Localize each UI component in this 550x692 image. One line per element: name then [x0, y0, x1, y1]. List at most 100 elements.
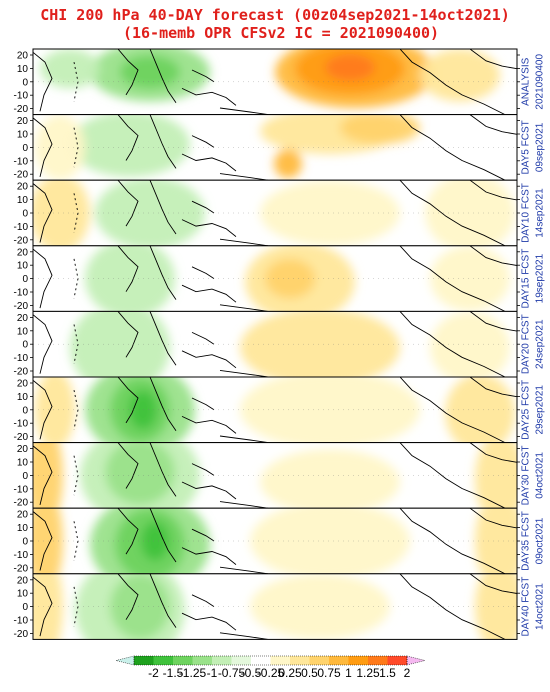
y-tick-label: 0 — [22, 274, 28, 285]
y-tick-label: -20 — [14, 104, 29, 115]
colorbar-label: 1.5 — [379, 666, 396, 680]
y-tick-label: -20 — [14, 170, 29, 181]
y-tick-label: -20 — [14, 432, 29, 443]
colorbar-swatch — [153, 656, 173, 665]
coastline — [33, 180, 517, 246]
coastline — [33, 311, 517, 377]
y-tick-label: -10 — [14, 91, 29, 102]
y-tick-label: 0 — [22, 471, 28, 482]
shaded-region — [40, 49, 100, 89]
colorbar-label: -0.5 — [241, 666, 262, 680]
colorbar-swatch — [348, 656, 368, 665]
colorbar-swatch — [231, 656, 251, 665]
y-tick-label: 10 — [17, 195, 29, 206]
shaded-region — [260, 180, 400, 246]
forecast-panel: 20 10 0 -10 -20 DAY15 FCST 19sep2021 — [14, 245, 546, 312]
y-tick-label: -10 — [14, 484, 29, 495]
panel-label: DAY10 FCST — [521, 183, 532, 243]
y-tick-label: 20 — [17, 247, 29, 258]
colorbar-label: -2 — [148, 666, 159, 680]
y-tick-label: -20 — [14, 498, 29, 509]
shaded-region — [250, 508, 410, 574]
shaded-region — [475, 508, 517, 574]
colorbar-swatch — [270, 656, 290, 665]
y-tick-label: 0 — [22, 143, 28, 154]
panel-date: 29sep2021 — [535, 385, 546, 435]
y-tick-label: 10 — [17, 130, 29, 141]
shaded-region — [141, 521, 169, 561]
shaded-region — [35, 377, 75, 443]
colorbar-swatch — [134, 656, 154, 665]
panel-label: DAY25 FCST — [521, 380, 532, 440]
colorbar-label: 0.75 — [317, 666, 341, 680]
y-tick-label: 10 — [17, 326, 29, 337]
shaded-region — [445, 377, 515, 443]
y-tick-label: -20 — [14, 563, 29, 574]
colorbar-swatch — [368, 656, 388, 665]
y-tick-label: -10 — [14, 353, 29, 364]
colorbar-swatch — [290, 656, 310, 665]
shaded-region — [475, 573, 517, 640]
y-tick-label: -10 — [14, 222, 29, 233]
y-tick-label: 0 — [22, 405, 28, 416]
shaded-region — [240, 377, 420, 443]
panel-label: DAY15 FCST — [521, 249, 532, 309]
chart-title-line-1: CHI 200 hPa 40-DAY forecast (00z04sep202… — [40, 6, 510, 24]
shaded-region — [35, 114, 85, 181]
shaded-region — [420, 49, 500, 102]
shaded-region — [85, 245, 175, 312]
chart-title-line-2: (16-memb OPR CFSv2 IC = 2021090400) — [122, 24, 440, 42]
y-tick-label: 0 — [22, 77, 28, 88]
y-tick-label: 10 — [17, 523, 29, 534]
colorbar-label: 0.5 — [301, 666, 318, 680]
colorbar-label: -0.25 — [257, 666, 285, 680]
panel-label: DAY5 FCST — [521, 120, 532, 174]
coastline — [33, 377, 517, 443]
colorbar-label: 2 — [404, 666, 411, 680]
coastline — [33, 573, 517, 640]
coastline — [33, 114, 517, 181]
y-tick-label: -20 — [14, 235, 29, 246]
shaded-region — [260, 449, 400, 509]
colorbar-swatch — [309, 656, 329, 665]
panel-date: 09oct2021 — [535, 517, 546, 564]
shaded-region — [425, 180, 515, 246]
shaded-region — [33, 180, 90, 246]
coastline — [33, 508, 517, 574]
y-tick-label: -10 — [14, 156, 29, 167]
colorbar-swatch — [387, 656, 407, 665]
colorbar-label: -1.25 — [179, 666, 207, 680]
shaded-region — [105, 442, 175, 505]
shaded-region — [95, 180, 205, 246]
colorbar-label: 0.25 — [278, 666, 302, 680]
y-tick-label: 20 — [17, 116, 29, 127]
colorbar-label: -0.75 — [218, 666, 246, 680]
colorbar-label: -1 — [207, 666, 218, 680]
forecast-panel: 20 10 0 -10 -20 DAY5 FCST 09sep2021 — [14, 114, 546, 181]
y-tick-label: 0 — [22, 602, 28, 613]
y-tick-label: 20 — [17, 313, 29, 324]
panel-date: 04oct2021 — [535, 452, 546, 499]
shaded-region — [33, 573, 63, 640]
shaded-region — [240, 311, 400, 377]
y-tick-label: 10 — [17, 392, 29, 403]
shaded-region — [430, 245, 510, 312]
forecast-panel: 20 10 0 -10 -20 ANALYSIS 2021090400 — [14, 48, 546, 116]
y-tick-label: 20 — [17, 575, 29, 586]
panel-label: DAY30 FCST — [521, 445, 532, 505]
shaded-region — [325, 54, 375, 81]
colorbar-min-arrow — [115, 655, 135, 666]
forecast-panel: 20 10 0 -10 -20 DAY40 FCST 14oct2021 — [14, 573, 546, 640]
colorbar-label: 1.25 — [356, 666, 380, 680]
y-tick-label: 10 — [17, 261, 29, 272]
panel-date: 14oct2021 — [535, 583, 546, 630]
y-tick-label: 0 — [22, 537, 28, 548]
panel-date: 14sep2021 — [535, 188, 546, 238]
panel-label: DAY20 FCST — [521, 314, 532, 374]
y-tick-label: -20 — [14, 301, 29, 312]
shaded-region — [70, 114, 190, 177]
colorbar-label: -1.5 — [163, 666, 184, 680]
y-tick-label: -10 — [14, 419, 29, 430]
forecast-panel: 20 10 0 -10 -20 DAY30 FCST 04oct2021 — [14, 442, 546, 509]
